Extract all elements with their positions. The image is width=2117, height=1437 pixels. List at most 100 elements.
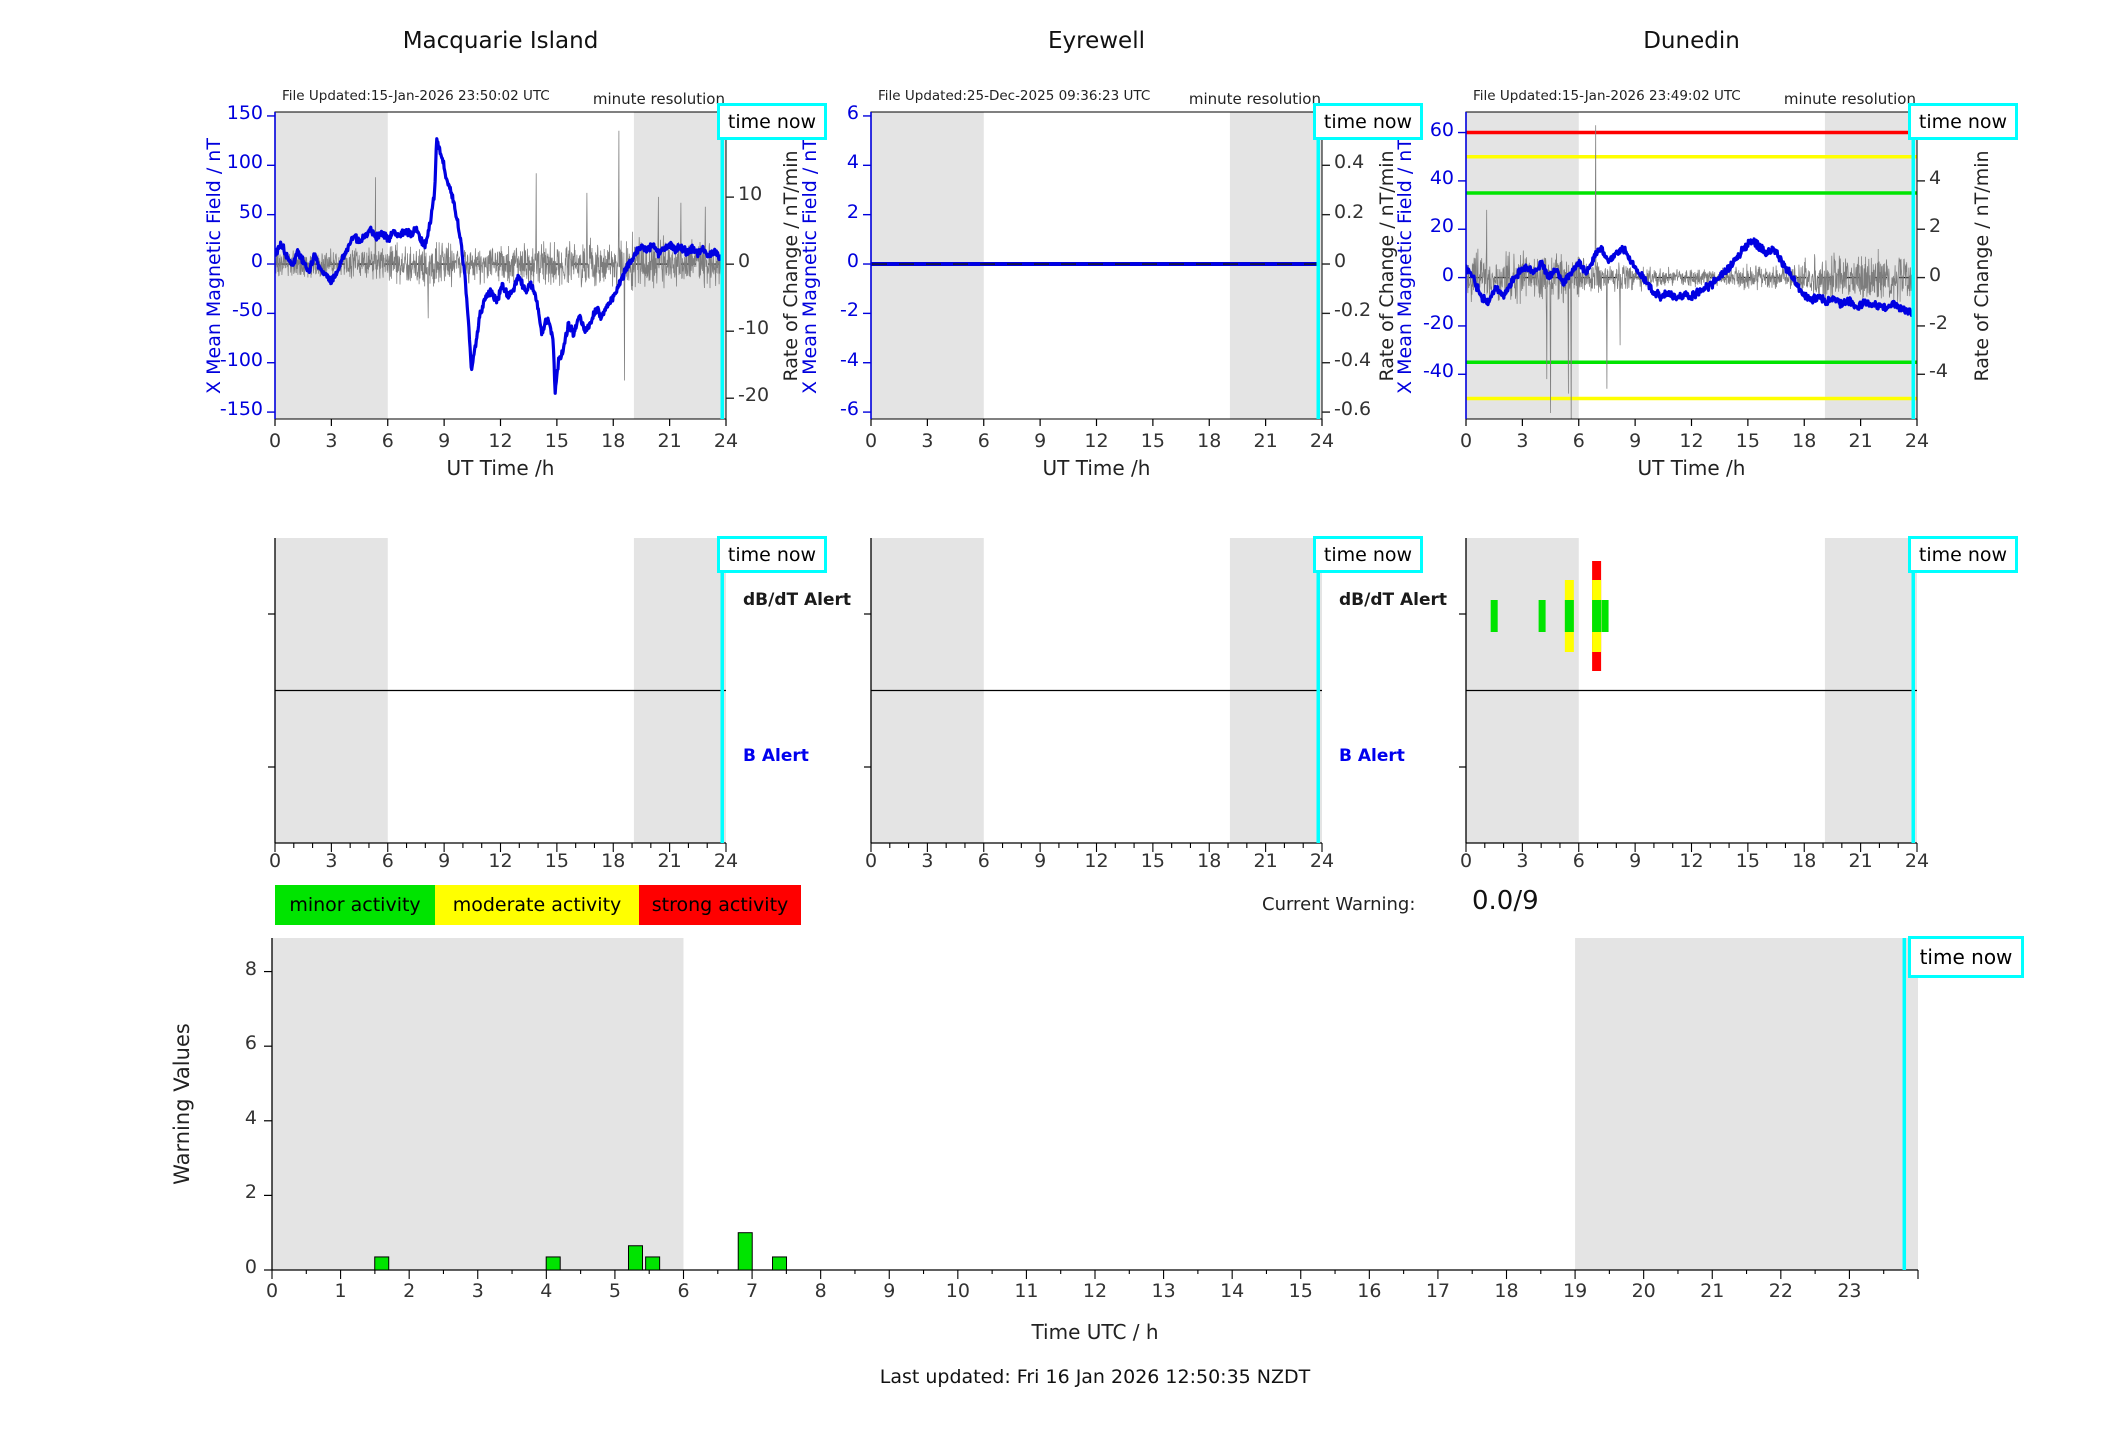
warning-y-tick-label: 8 <box>244 957 257 980</box>
y-tick-label-left: 6 <box>846 101 859 124</box>
warning-x-tick-label: 17 <box>1425 1280 1450 1302</box>
last-updated-text: Last updated: Fri 16 Jan 2026 12:50:35 N… <box>879 1366 1311 1388</box>
time-now-box-alert-dunedin: time now <box>1908 536 2018 573</box>
station-title-dunedin: Dunedin <box>1643 28 1740 54</box>
time-now-box-warning-chart: time now <box>1908 936 2024 978</box>
alert-x-tick-label: 6 <box>381 850 394 872</box>
x-tick-label: 3 <box>1516 430 1529 452</box>
y-axis-label-left-dunedin: X Mean Magnetic Field / nT <box>1394 138 1416 394</box>
alert-x-tick-label: 9 <box>1034 850 1047 872</box>
dbdt-alert-label-eyrewell: dB/dT Alert <box>1339 590 1448 610</box>
warning-x-tick-label: 23 <box>1837 1280 1862 1302</box>
x-tick-label: 0 <box>268 430 282 452</box>
alert-x-tick-label: 9 <box>438 850 451 872</box>
y-tick-label-right: -0.4 <box>1334 348 1372 371</box>
warning-x-tick-label: 3 <box>471 1280 484 1302</box>
warning-x-tick-label: 7 <box>746 1280 759 1302</box>
x-tick-label: 18 <box>601 430 626 452</box>
y-tick-label-right: -10 <box>738 317 770 340</box>
y-tick-label-left: -6 <box>840 398 859 421</box>
current-warning-value: 0.0/9 <box>1472 886 1539 916</box>
y-tick-label-left: -50 <box>231 299 263 322</box>
y-tick-label-left: 100 <box>226 151 263 174</box>
x-tick-label: 3 <box>325 430 338 452</box>
warning-y-tick-label: 2 <box>244 1181 257 1204</box>
time-now-box-top-macquarie: time now <box>717 103 827 140</box>
y-axis-label-left-eyrewell: X Mean Magnetic Field / nT <box>799 138 821 394</box>
alert-x-tick-label: 18 <box>601 850 626 872</box>
alert-x-tick-label: 12 <box>1084 850 1109 872</box>
warning-x-tick-label: 4 <box>540 1280 553 1302</box>
x-tick-label: 21 <box>657 430 682 452</box>
y-axis-label-right-dunedin: Rate of Change / nT/min <box>1971 150 1993 382</box>
y-tick-label-left: 20 <box>1429 215 1454 238</box>
y-tick-label-left: -100 <box>219 348 263 371</box>
warning-x-tick-label: 11 <box>1014 1280 1039 1302</box>
x-axis-label-eyrewell: UT Time /h <box>1042 456 1151 480</box>
warning-x-tick-label: 15 <box>1288 1280 1313 1302</box>
y-tick-label-left: 0 <box>250 250 263 273</box>
y-tick-label-left: 0 <box>1441 263 1454 286</box>
y-tick-label-left: -20 <box>1422 311 1454 334</box>
alert-x-tick-label: 21 <box>1848 850 1873 872</box>
warning-x-tick-label: 9 <box>883 1280 896 1302</box>
alert-x-tick-label: 0 <box>268 850 282 872</box>
y-tick-label-right: 4 <box>1929 166 1942 189</box>
y-tick-label-right: -20 <box>738 384 770 407</box>
alert-x-tick-label: 6 <box>1572 850 1585 872</box>
x-tick-label: 0 <box>1459 430 1473 452</box>
warning-x-tick-label: 2 <box>403 1280 416 1302</box>
legend-moderate-activity: moderate activity <box>435 885 639 925</box>
warning-values-axis-label: Warning Values <box>170 1023 194 1185</box>
y-tick-label-left: -150 <box>219 398 263 421</box>
alert-x-tick-label: 3 <box>1516 850 1529 872</box>
x-tick-label: 9 <box>1629 430 1642 452</box>
x-tick-label: 24 <box>1904 430 1930 452</box>
warning-x-tick-label: 14 <box>1220 1280 1245 1302</box>
x-tick-label: 6 <box>977 430 990 452</box>
y-tick-label-right: -0.6 <box>1334 398 1372 421</box>
dbdt-alert-label-macquarie: dB/dT Alert <box>743 590 852 610</box>
alert-x-tick-label: 18 <box>1197 850 1222 872</box>
alert-x-tick-label: 0 <box>864 850 878 872</box>
x-tick-label: 18 <box>1197 430 1222 452</box>
alert-x-tick-label: 18 <box>1792 850 1817 872</box>
y-tick-label-left: -4 <box>840 348 859 371</box>
legend-minor-activity: minor activity <box>275 885 435 925</box>
alert-x-tick-label: 24 <box>1904 850 1930 872</box>
x-tick-label: 21 <box>1848 430 1873 452</box>
warning-chart-x-axis-label: Time UTC / h <box>1031 1320 1159 1344</box>
y-tick-label-right: 0.2 <box>1334 200 1365 223</box>
x-tick-label: 3 <box>921 430 934 452</box>
x-tick-label: 9 <box>1034 430 1047 452</box>
x-tick-label: 12 <box>488 430 513 452</box>
time-now-box-alert-eyrewell: time now <box>1313 536 1423 573</box>
time-now-box-alert-macquarie: time now <box>717 536 827 573</box>
y-tick-label-left: -2 <box>840 299 859 322</box>
alert-x-tick-label: 21 <box>657 850 682 872</box>
y-tick-label-left: 50 <box>238 200 263 223</box>
x-tick-label: 12 <box>1084 430 1109 452</box>
warning-x-tick-label: 1 <box>334 1280 347 1302</box>
resolution-note-eyrewell: minute resolution <box>1188 90 1321 108</box>
b-alert-label-macquarie: B Alert <box>743 746 809 766</box>
x-axis-label-dunedin: UT Time /h <box>1637 456 1746 480</box>
x-tick-label: 9 <box>438 430 451 452</box>
warning-x-tick-label: 22 <box>1768 1280 1793 1302</box>
x-tick-label: 24 <box>1309 430 1335 452</box>
station-title-macquarie: Macquarie Island <box>402 28 599 54</box>
x-tick-label: 15 <box>544 430 569 452</box>
warning-x-tick-label: 5 <box>608 1280 621 1302</box>
y-tick-label-left: 2 <box>846 200 859 223</box>
legend-strong-activity: strong activity <box>639 885 801 925</box>
y-tick-label-right: 0.4 <box>1334 151 1365 174</box>
warning-x-tick-label: 20 <box>1631 1280 1656 1302</box>
alert-x-tick-label: 24 <box>1309 850 1335 872</box>
alert-x-tick-label: 15 <box>1735 850 1760 872</box>
y-tick-label-right: 0 <box>1334 250 1347 273</box>
warning-x-tick-label: 21 <box>1700 1280 1725 1302</box>
warning-x-tick-label: 12 <box>1082 1280 1108 1302</box>
alert-x-tick-label: 15 <box>544 850 569 872</box>
